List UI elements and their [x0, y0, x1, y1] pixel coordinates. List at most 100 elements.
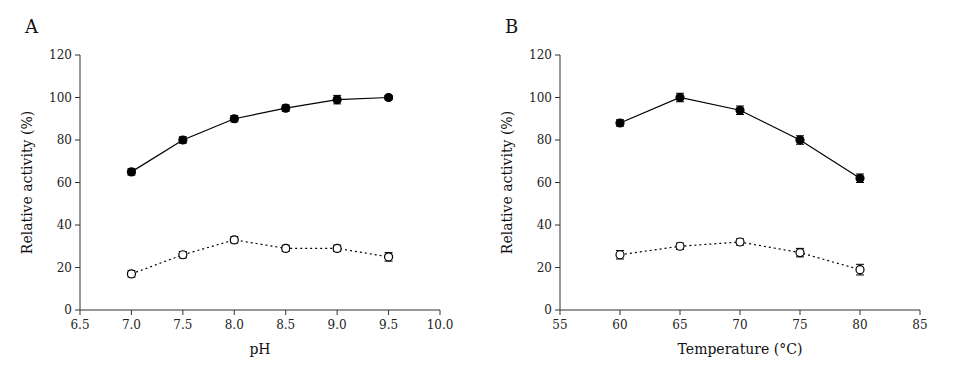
x-tick-label: 10.0	[427, 318, 454, 332]
error-bar	[856, 264, 864, 275]
point	[796, 249, 804, 257]
point	[282, 244, 290, 252]
x-tick	[620, 310, 621, 315]
error-bar	[736, 239, 744, 245]
y-tick-label: 120	[529, 48, 552, 62]
x-tick	[388, 310, 389, 315]
x-tick-label: 70	[732, 318, 747, 332]
panel: 55606570758085020406080100120Temperature…	[499, 16, 928, 357]
y-tick	[75, 182, 80, 183]
y-tick	[75, 225, 80, 226]
y-tick-label: 60	[537, 176, 552, 190]
x-tick	[337, 310, 338, 315]
x-tick	[800, 310, 801, 315]
point	[856, 266, 864, 274]
error-bar	[616, 120, 624, 126]
y-tick	[75, 140, 80, 141]
point	[736, 106, 744, 114]
x-tick-label: 8.5	[276, 318, 295, 332]
x-tick	[440, 310, 441, 315]
error-bar	[616, 251, 624, 260]
x-tick	[860, 310, 861, 315]
error-bar	[282, 245, 290, 251]
panel-title: B	[505, 16, 518, 37]
error-bar	[796, 248, 804, 257]
y-tick-label: 20	[537, 261, 552, 275]
y-tick-label: 100	[49, 91, 72, 105]
y-axis-label: Relative activity (%)	[19, 111, 35, 254]
x-axis-label: pH	[249, 341, 270, 357]
x-tick-label: 80	[852, 318, 867, 332]
point	[230, 115, 238, 123]
point	[179, 251, 187, 259]
x-axis-label: Temperature (°C)	[678, 341, 803, 357]
error-bar	[179, 137, 187, 143]
error-bar	[230, 237, 238, 243]
point	[179, 136, 187, 144]
y-tick	[555, 310, 560, 311]
point	[676, 242, 684, 250]
error-bar	[230, 116, 238, 122]
y-tick	[555, 225, 560, 226]
x-tick	[80, 310, 81, 315]
x-tick-label: 9.0	[328, 318, 347, 332]
point	[127, 168, 135, 176]
y-tick-label: 0	[64, 303, 72, 317]
error-bar	[333, 245, 341, 251]
series-line	[620, 98, 860, 179]
x-tick	[920, 310, 921, 315]
panel-title: A	[24, 16, 39, 37]
y-tick-label: 120	[49, 48, 72, 62]
y-tick	[555, 140, 560, 141]
x-tick	[680, 310, 681, 315]
point	[333, 96, 341, 104]
panel: 6.57.07.58.08.59.09.510.0020406080100120…	[19, 16, 453, 357]
y-tick-label: 60	[57, 176, 72, 190]
point	[796, 136, 804, 144]
x-axis	[80, 310, 440, 311]
x-tick	[285, 310, 286, 315]
series-line	[131, 98, 388, 172]
x-tick	[234, 310, 235, 315]
error-bar	[676, 243, 684, 249]
error-bar	[333, 95, 341, 104]
error-bar	[736, 106, 744, 115]
x-tick	[560, 310, 561, 315]
y-tick	[555, 55, 560, 56]
y-tick-label: 20	[57, 261, 72, 275]
y-tick-label: 80	[57, 133, 72, 147]
error-bar	[385, 253, 393, 262]
error-bar	[127, 271, 135, 277]
x-tick-label: 60	[612, 318, 627, 332]
error-bar	[282, 105, 290, 111]
x-tick-label: 85	[912, 318, 927, 332]
y-tick	[75, 55, 80, 56]
point	[230, 236, 238, 244]
y-tick	[555, 182, 560, 183]
y-tick	[75, 267, 80, 268]
y-tick	[75, 97, 80, 98]
y-tick-label: 100	[529, 91, 552, 105]
point	[736, 238, 744, 246]
x-tick-label: 6.5	[70, 318, 89, 332]
y-axis-label: Relative activity (%)	[499, 111, 515, 254]
point	[676, 94, 684, 102]
error-bar	[796, 136, 804, 145]
chart-root: 6.57.07.58.08.59.09.510.0020406080100120…	[0, 0, 960, 376]
y-tick-label: 40	[57, 218, 72, 232]
error-bar	[179, 252, 187, 258]
x-tick-label: 55	[552, 318, 567, 332]
error-bar	[676, 93, 684, 102]
point	[127, 270, 135, 278]
plot-area	[616, 93, 864, 275]
x-tick-label: 7.0	[122, 318, 141, 332]
x-tick	[131, 310, 132, 315]
point	[385, 253, 393, 261]
point	[616, 119, 624, 127]
plot-area	[127, 94, 392, 278]
x-tick-label: 7.5	[173, 318, 192, 332]
y-tick	[555, 267, 560, 268]
point	[385, 94, 393, 102]
point	[282, 104, 290, 112]
y-tick	[75, 310, 80, 311]
